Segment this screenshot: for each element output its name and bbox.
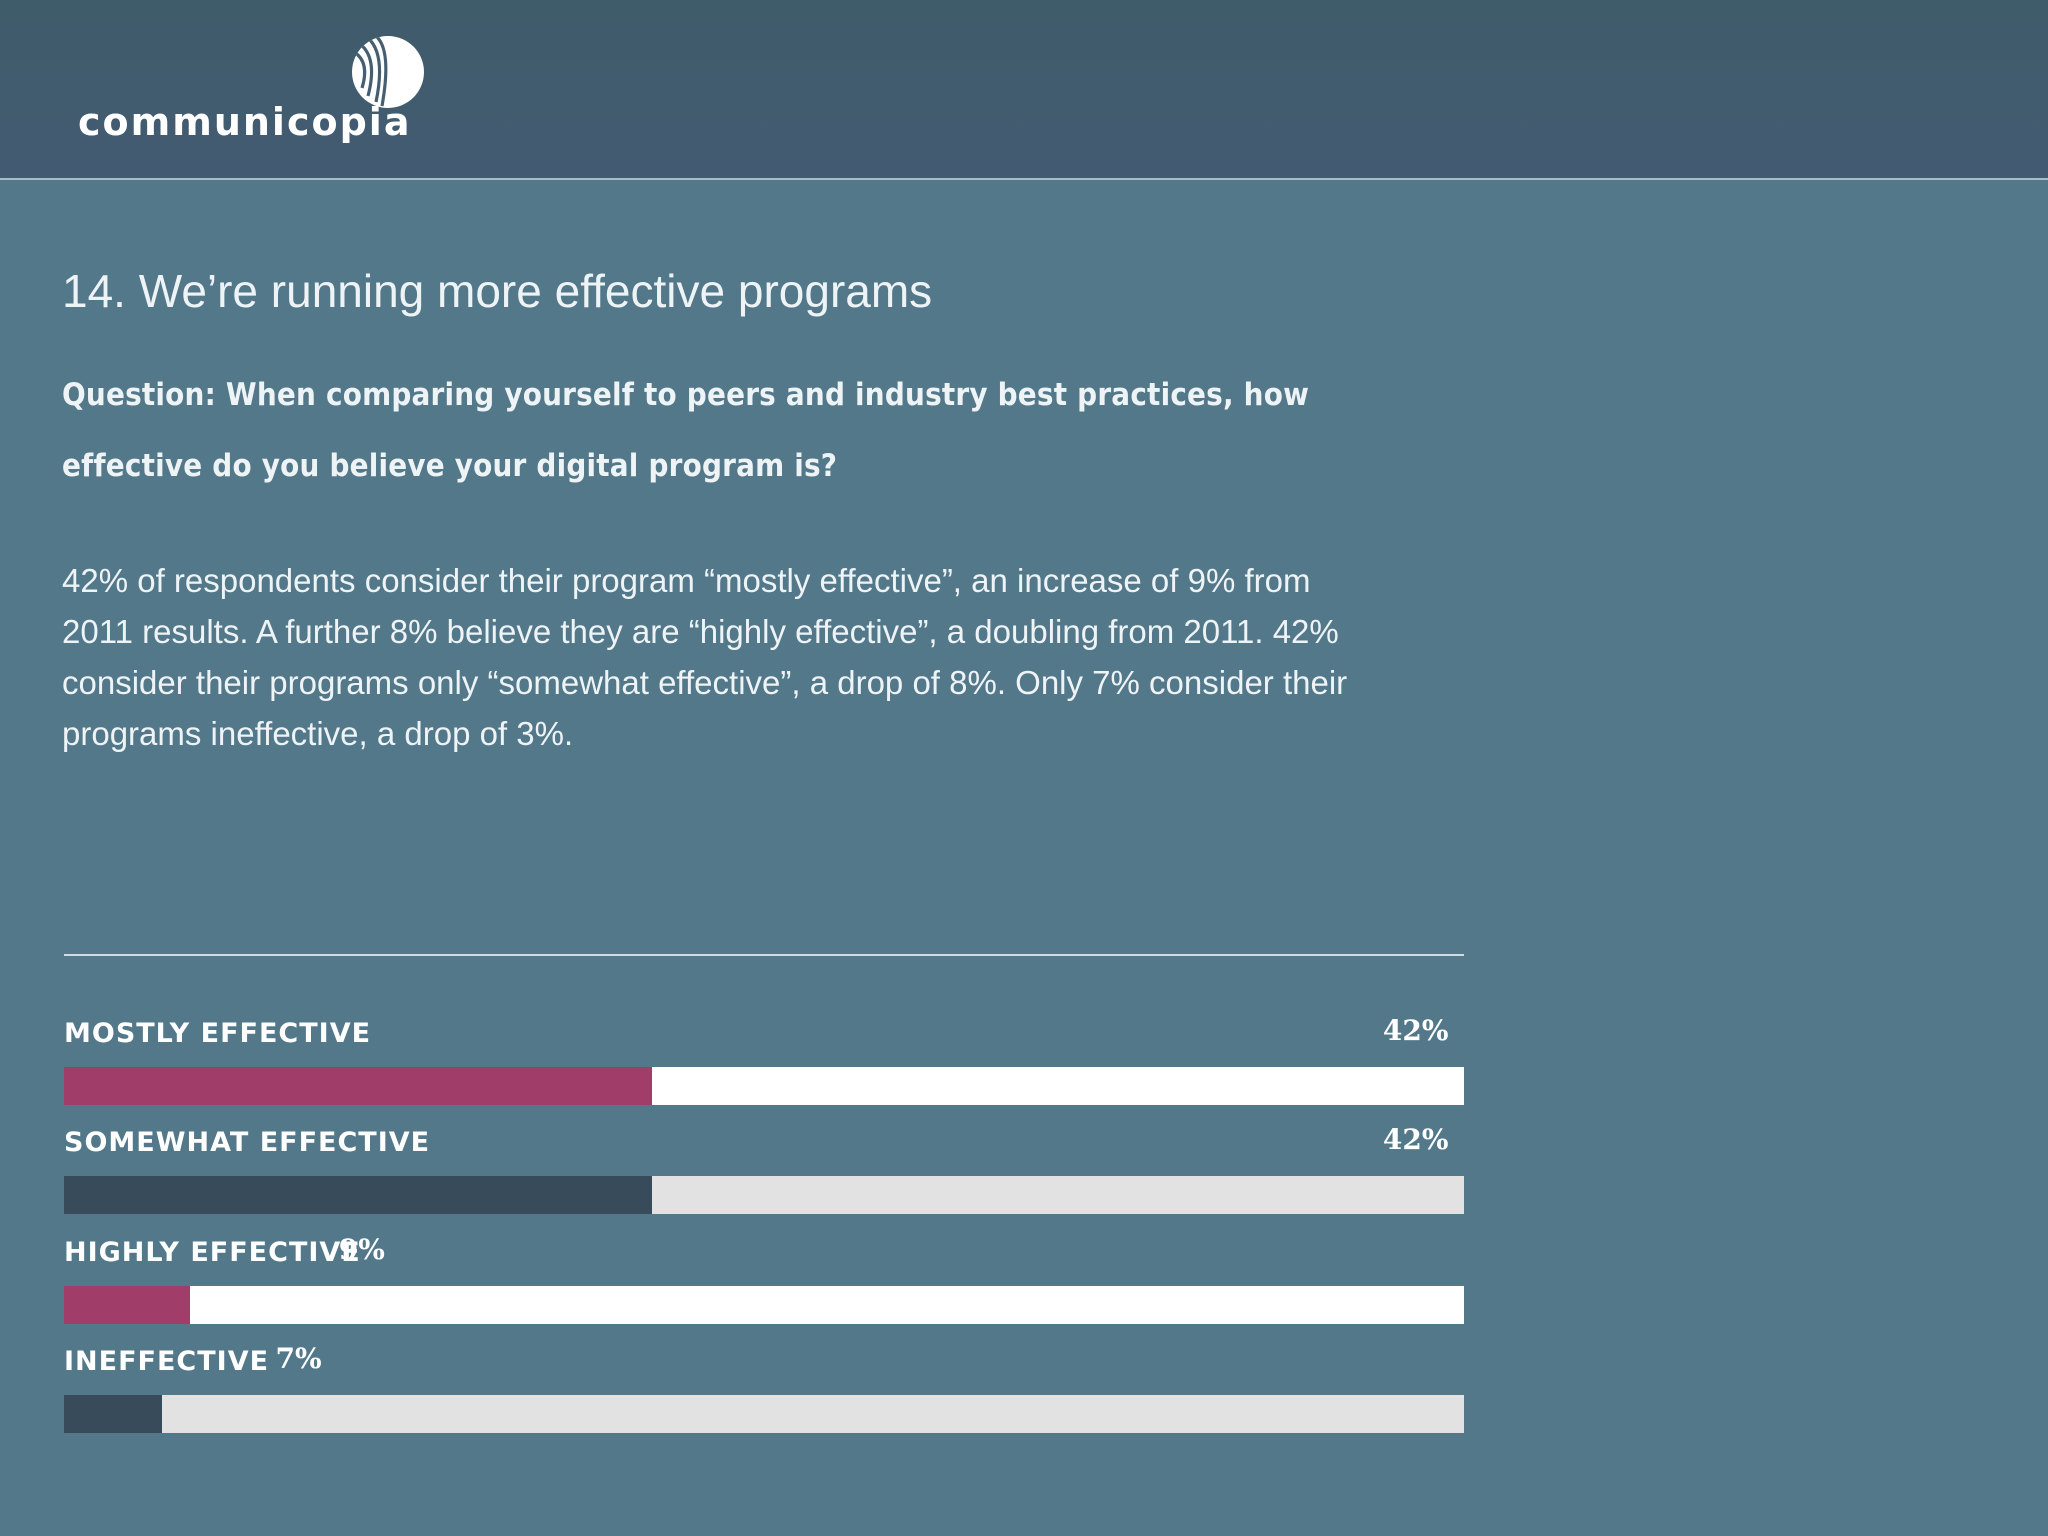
question-line-1: Question: When comparing yourself to pee… bbox=[62, 377, 1310, 413]
bar-track bbox=[64, 1394, 1464, 1433]
bar-label-mostly-effective: MOSTLY EFFECTIVE bbox=[64, 1018, 372, 1049]
question-line-2: effective do you believe your digital pr… bbox=[62, 448, 838, 484]
chart-top-divider bbox=[64, 954, 1464, 956]
bar-fill bbox=[64, 1176, 652, 1215]
globe-stripes-icon bbox=[352, 36, 424, 108]
header-bar: communicopia bbox=[0, 0, 2048, 180]
bar-track bbox=[64, 1067, 1464, 1105]
communicopia-logo: communicopia bbox=[78, 30, 438, 150]
bar-label-somewhat-effective: SOMEWHAT EFFECTIVE bbox=[64, 1127, 431, 1159]
bar-fill bbox=[64, 1067, 652, 1105]
bar-track bbox=[64, 1176, 1464, 1215]
results-summary: 42% of respondents consider their progra… bbox=[62, 562, 1348, 752]
bar-value-label: 9% bbox=[338, 1232, 385, 1266]
bar-label-ineffective: INEFFECTIVE bbox=[64, 1345, 270, 1377]
brand-wordmark: communicopia bbox=[78, 100, 412, 144]
bar-fill bbox=[64, 1394, 162, 1433]
bar-value-label: 42% bbox=[1382, 1014, 1449, 1047]
survey-question: Question: When comparing yourself to pee… bbox=[62, 360, 1342, 502]
bar-fill bbox=[64, 1285, 190, 1324]
slide-title: 14. We’re running more effective program… bbox=[62, 265, 933, 317]
bar-track bbox=[64, 1285, 1464, 1324]
bar-label-highly-effective: HIGHLY EFFECTIVE bbox=[64, 1236, 361, 1268]
bar-value-label: 7% bbox=[275, 1341, 322, 1375]
bar-value-label: 42% bbox=[1382, 1123, 1449, 1157]
